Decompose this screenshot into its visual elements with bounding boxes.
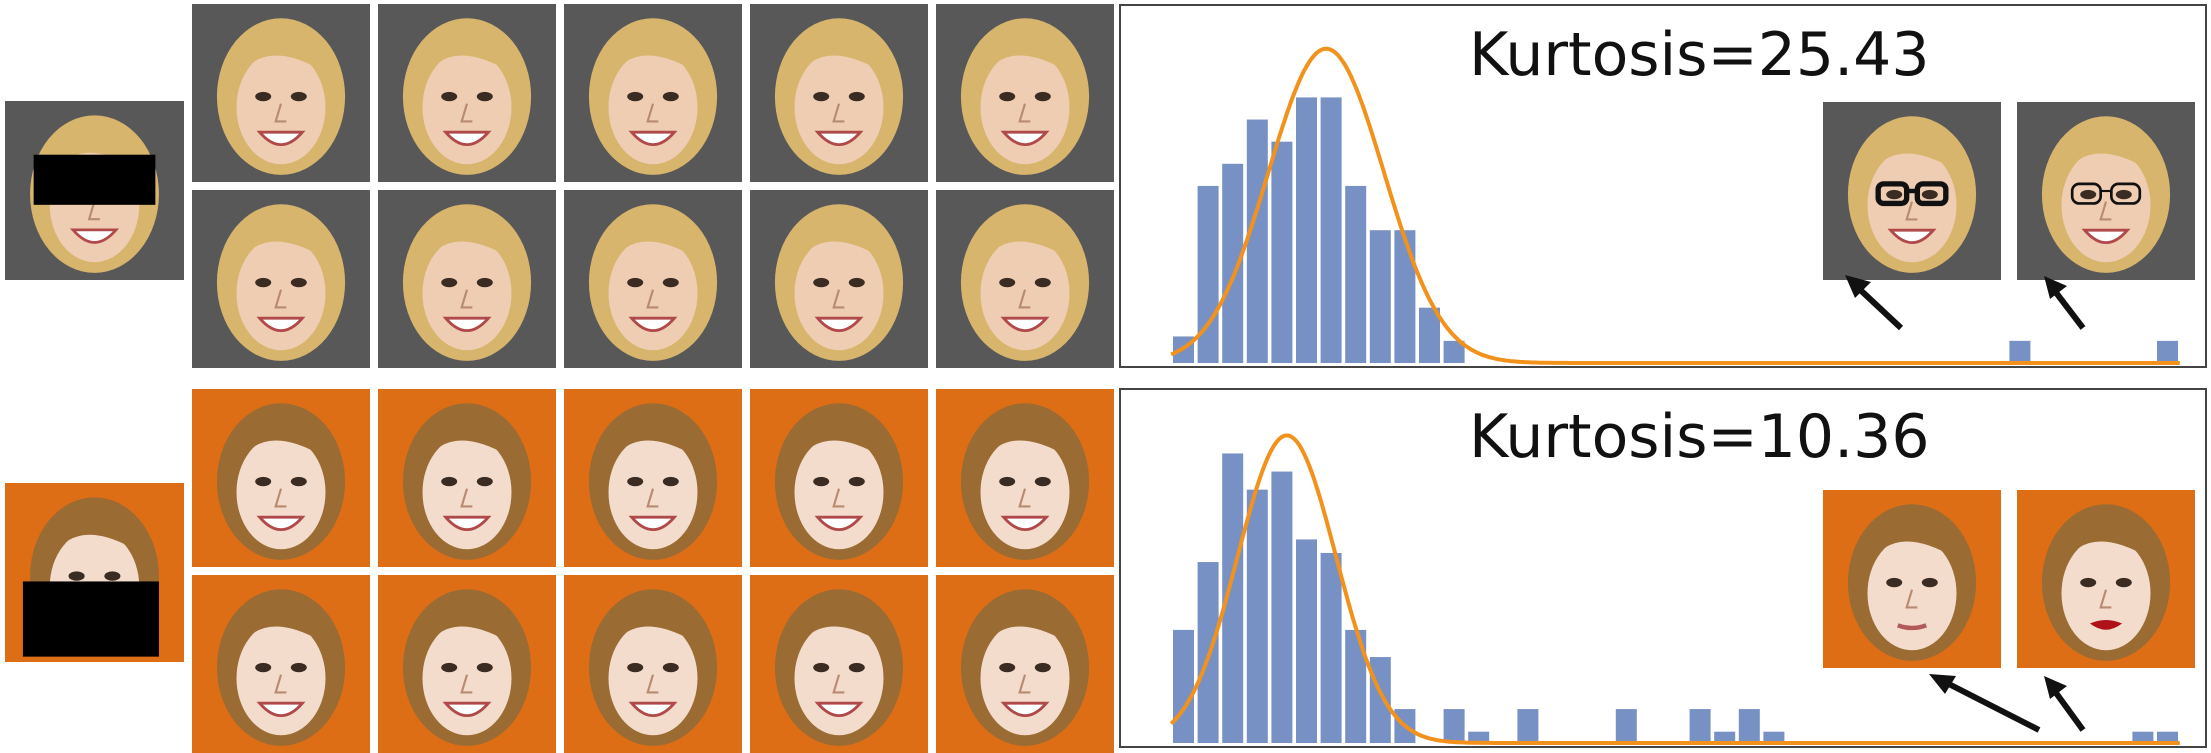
arrowhead-1 bbox=[1845, 275, 1871, 298]
histogram-bar bbox=[1296, 539, 1317, 743]
generated-face-4 bbox=[750, 389, 928, 567]
fitted-curve bbox=[1169, 433, 2180, 745]
generated-face-6 bbox=[192, 575, 370, 753]
histogram-bar bbox=[1763, 731, 1785, 743]
generated-face-4 bbox=[750, 4, 928, 182]
histogram-panel-row2: Kurtosis=10.36 bbox=[1119, 388, 2207, 748]
histogram-bar bbox=[1271, 141, 1293, 363]
arrow-to-outlier-3 bbox=[1939, 677, 2041, 733]
outlier-face-neutral bbox=[1823, 490, 2001, 668]
generated-face-8 bbox=[564, 575, 742, 753]
generated-face-3 bbox=[564, 389, 742, 567]
outlier-face-red-lips bbox=[2017, 490, 2195, 668]
kurtosis-label-row2: Kurtosis=10.36 bbox=[1469, 402, 1930, 472]
arrow-to-outlier-1 bbox=[1851, 281, 1904, 331]
histogram-bar bbox=[2157, 731, 2178, 743]
histogram-chart-row2 bbox=[1169, 433, 2180, 745]
arrowhead-3 bbox=[1929, 674, 1956, 694]
histogram-bar bbox=[2132, 731, 2154, 743]
outlier-face-glasses-thick bbox=[1823, 102, 2001, 280]
generated-face-6 bbox=[192, 190, 370, 368]
histogram-panel-row1: Kurtosis=25.43 bbox=[1119, 4, 2207, 368]
input-face-masked-2 bbox=[5, 483, 184, 662]
histogram-bar bbox=[1419, 307, 1440, 363]
generated-face-9 bbox=[750, 190, 928, 368]
generated-face-7 bbox=[378, 190, 556, 368]
generated-face-10 bbox=[936, 190, 1114, 368]
histogram-bar bbox=[1738, 709, 1760, 743]
histogram-bar bbox=[2157, 340, 2178, 363]
histogram-bar bbox=[1246, 489, 1268, 743]
histogram-bar bbox=[1222, 453, 1244, 743]
generated-face-2 bbox=[378, 4, 556, 182]
kurtosis-label-row1: Kurtosis=25.43 bbox=[1469, 20, 1930, 90]
histogram-bar bbox=[1689, 709, 1711, 743]
arrows-row1 bbox=[1845, 275, 2086, 331]
generated-face-5 bbox=[936, 4, 1114, 182]
histogram-bar bbox=[1443, 709, 1465, 743]
generated-face-5 bbox=[936, 389, 1114, 567]
arrowhead-2 bbox=[2044, 276, 2067, 299]
generated-face-1 bbox=[192, 4, 370, 182]
histogram-bar bbox=[1517, 709, 1539, 743]
histogram-bar bbox=[1345, 629, 1367, 743]
generated-face-8 bbox=[564, 190, 742, 368]
histogram-bar bbox=[1394, 230, 1416, 363]
histogram-bar bbox=[1468, 731, 1490, 743]
generated-face-9 bbox=[750, 575, 928, 753]
generated-face-3 bbox=[564, 4, 742, 182]
generated-face-1 bbox=[192, 389, 370, 567]
histogram-bar bbox=[1369, 230, 1391, 363]
histogram-bar bbox=[2009, 340, 2031, 363]
histogram-bar bbox=[1296, 97, 1317, 364]
histogram-bar bbox=[1345, 185, 1367, 363]
histogram-chart-row1 bbox=[1170, 46, 2180, 365]
histogram-bar bbox=[1246, 119, 1268, 364]
histogram-bar bbox=[1320, 552, 1342, 743]
arrows-row2 bbox=[1929, 674, 2086, 733]
histogram-bar bbox=[1222, 163, 1244, 363]
generated-face-2 bbox=[378, 389, 556, 567]
input-face-masked bbox=[5, 101, 184, 280]
histogram-bar bbox=[1615, 709, 1637, 743]
generated-face-10 bbox=[936, 575, 1114, 753]
histogram-bar bbox=[1714, 731, 1736, 743]
histogram-bar bbox=[1320, 97, 1342, 364]
generated-face-7 bbox=[378, 575, 556, 753]
outlier-face-glasses-thin bbox=[2017, 102, 2195, 280]
fitted-curve bbox=[1170, 46, 2180, 365]
histogram-bar bbox=[1271, 471, 1293, 743]
arrowhead-4 bbox=[2044, 676, 2067, 699]
histogram-bar bbox=[1443, 340, 1465, 363]
